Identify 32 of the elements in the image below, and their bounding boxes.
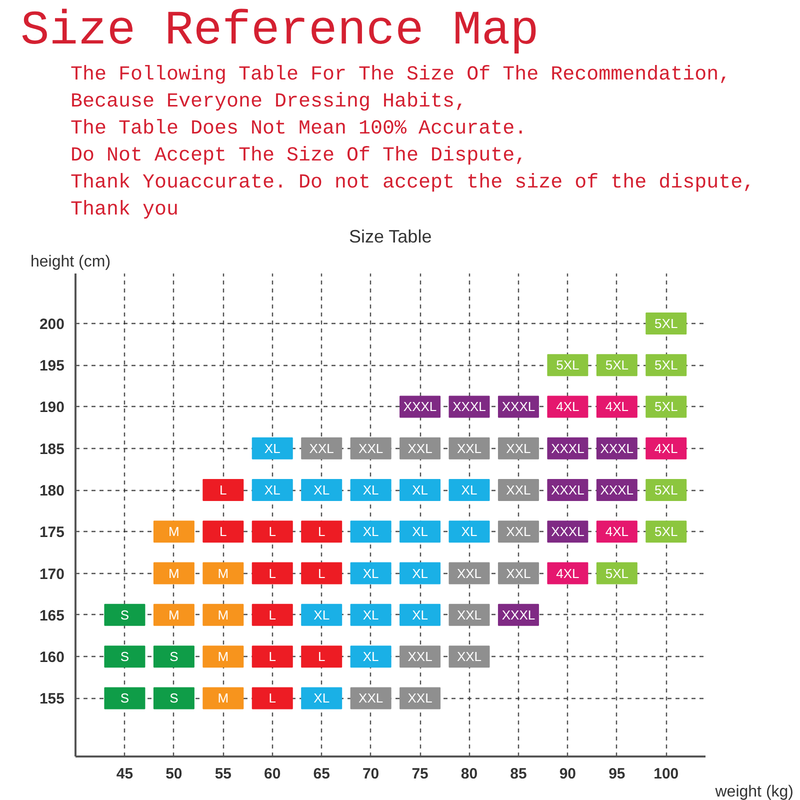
text: The Following Table For The Size Of The Recommendation, <box>70 64 731 86</box>
x-tick-label: 90 <box>559 766 576 782</box>
y-tick-label: 180 <box>39 482 65 500</box>
x-tick-label: 80 <box>460 766 478 782</box>
y-tick-label: 175 <box>39 524 65 542</box>
y-tick-label: 190 <box>39 399 65 416</box>
y-tick-label: 185 <box>39 440 65 458</box>
y-tick-label: 195 <box>39 358 65 375</box>
text: Because Everyone Dressing Habits, <box>70 90 467 114</box>
text: The Table Does Not Mean 100% Accurate. <box>70 118 527 140</box>
text: Thank Youaccurate. Do not accept the size of the dispute, <box>70 172 755 194</box>
x-tick-label: 70 <box>362 766 380 782</box>
y-tick-label: 155 <box>39 690 65 708</box>
text: Thank you <box>70 198 179 222</box>
y-axis-title: height (cm) <box>30 254 111 270</box>
y-tick-label: 170 <box>39 566 65 583</box>
x-tick-label: 85 <box>510 766 527 782</box>
x-tick-label: 55 <box>214 766 232 782</box>
y-tick-label: 160 <box>39 649 65 666</box>
x-tick-label: 75 <box>412 766 428 782</box>
y-tick-label: 200 <box>39 316 65 333</box>
x-tick-label: 100 <box>654 766 679 782</box>
text: Do Not Accept The Size Of The Dispute, <box>70 144 527 168</box>
x-axis-title: weight (kg) <box>714 784 794 800</box>
x-tick-label: 50 <box>166 766 182 782</box>
x-tick-label: 65 <box>313 766 330 782</box>
y-tick-label: 165 <box>39 607 65 624</box>
x-tick-label: 60 <box>264 766 281 782</box>
chart-title: Size Reference Map <box>20 4 539 58</box>
x-tick-label: 45 <box>116 766 134 782</box>
chart-subtitle: Size Table <box>348 226 432 246</box>
x-tick-label: 95 <box>608 766 626 782</box>
